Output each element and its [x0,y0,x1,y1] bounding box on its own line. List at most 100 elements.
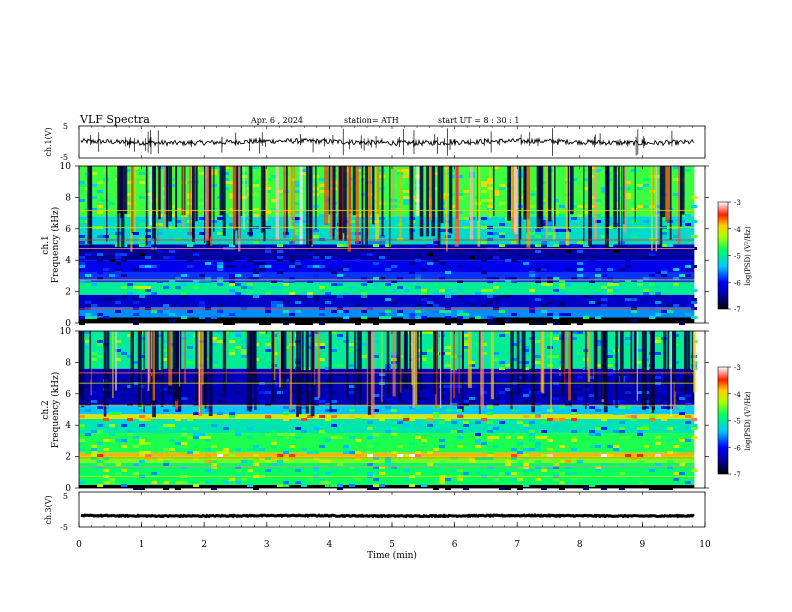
ch1-spectrogram-sferic [445,166,448,245]
ch2-spectrogram-sferic [198,331,202,416]
ch2-spectrogram-sferic [370,331,375,417]
time-axis-label: Time (min) [367,550,417,561]
ch1-spectrogram-sferic [613,166,617,229]
ch2-colorbar-label: log(PSD) (V²/Hz) [744,391,752,450]
ch2-spectrogram-sferic [512,331,514,380]
ch1-spectrogram-sferic [260,166,265,233]
ch1-spectrogram-sferic [232,166,237,230]
ch2-spectrogram-sferic [568,331,571,401]
ch2-spectrogram-colorbar-tick--3: -3 [734,364,741,372]
ch2-spectrogram-sferic [439,331,442,408]
ch1-spectrogram-sferic [117,166,120,249]
ch1-spectrogram-sferic [152,166,156,239]
ch1-spectrogram-ytick-label-4: 4 [65,256,71,266]
ch1-spectrogram-sferic [569,166,574,215]
ch2-spectrogram-ytick-label-6: 6 [65,390,71,400]
ch1-spectrogram-sferic [315,166,317,231]
ch2-spectrogram-sferic [79,331,82,396]
ch2-spectrogram-sferic [650,331,654,407]
ch1-spectrogram-sferic [145,166,148,246]
ch1-spectrogram-sferic [364,166,368,245]
time-tick-label-5: 5 [389,540,395,550]
ch1-spectrogram-sferic [329,166,333,237]
ch2-spectrogram-sferic [152,331,156,401]
ch2-spectrogram-ytick-label-8: 8 [65,358,71,368]
ch1-spectrogram-sferic [368,166,371,238]
ch2-colorbar-ticks: -3 -4 -5 -6 -7 [728,364,741,479]
ch2-spectrogram-sferic [178,331,181,387]
date-label: Apr. 6 , 2024 [250,116,303,125]
ch2-frequency-label: Frequency (kHz) [50,372,61,449]
ch1-spectrogram-sferic [454,166,459,247]
ch1-spectrogram-sferic [347,166,352,252]
ch1-spectrogram-sferic [593,166,597,241]
ch2-spectrogram-sferic [600,331,605,400]
ch1-spectrogram-sferic [588,166,592,246]
ch2-spectrogram-panel: 0 2 4 6 8 10 ch.2 Frequency (kHz) [41,327,709,494]
ch1-spectrogram-colorbar-tick--3: -3 [734,199,741,207]
ch1-spectrogram-sferic [545,166,548,239]
ch1-spectrogram-sferic [219,166,224,216]
ch1-spectrogram-sferic [375,166,380,242]
ch2-spectrogram-sferic [222,331,227,397]
ch1-spectrogram-sferic [288,166,292,228]
ch1-spectrogram-sferic [419,166,424,237]
ch1-spectrogram-sferic [678,166,681,245]
ch1-spectrogram-sferic [355,166,359,244]
ch1-spectrogram-ytick-label-2: 2 [65,288,71,298]
ch1-spectrogram-sferic [605,166,609,234]
ch2-spectrogram-sferic [531,331,535,413]
ch1-spectrogram-ytick-label-10: 10 [60,162,72,172]
ch1-spectrogram-sferic [344,166,347,242]
ch2-spectrogram-sferic [292,331,294,393]
ch3-ytick-bottom: -5 [60,523,68,532]
ch1-spectrogram-sferic [306,166,309,247]
ch1-colorbar: -3 -4 -5 -6 -7 log(PSD) (V²/Hz) [717,199,752,314]
ch1-spectrogram-sferic [332,166,335,241]
ch2-spectrogram-sferic [450,331,452,406]
ch3-waveform-frame [78,491,706,528]
ch2-spectrogram-sferic [195,331,198,402]
ch2-spectrogram-sferic [143,331,145,413]
ch2-spectrogram-sferic [147,331,150,391]
ch1-spectrogram-sferic [669,166,672,241]
ch1-frequency-label: Frequency (kHz) [50,207,61,284]
ch2-spectrogram-sferic [89,331,91,380]
ch2-spectrogram-sferic [175,331,180,400]
ch2-spectrogram-sferic [462,331,464,412]
ch2-spectrogram-ytick-label-0: 0 [65,484,71,494]
ch1-spectrogram-sferic [334,166,336,230]
time-tick-label-3: 3 [264,540,270,550]
ch2-spectrogram-sferic [282,331,287,389]
ch1-spectrogram-sferic [240,166,243,216]
ch1-colorbar-label: log(PSD) (V²/Hz) [744,226,752,285]
ch1-spectrogram-sferic [399,166,402,242]
time-tick-label-6: 6 [452,540,458,550]
ch2-spectrogram-ytick-label-4: 4 [65,421,71,431]
ch2-spectrogram-sferic [414,331,418,405]
ch2-spectrogram-sferic [103,331,107,417]
ch1-spectrogram-sferic [429,166,433,221]
ch2-spectrogram-sferic [201,331,203,408]
ch1-spectrogram-sferic [175,166,178,228]
ch1-spectrogram-sferic [149,166,152,226]
ch2-spectrogram-sferic [396,331,399,382]
ch2-spectrogram-sferic [674,331,677,392]
ch2-spectrogram-sferic [683,331,688,395]
ch1-waveform-frame [78,125,706,159]
ch2-spectrogram-sferic [305,331,309,414]
ch2-spectrogram-sferic [541,331,545,394]
ch1-spectrogram-sferic [243,166,245,230]
ch1-spectrogram-sferic [205,166,209,241]
ch1-ytick-top: 5 [63,122,68,131]
ch2-spectrogram-sferic [172,331,176,407]
ch1-spectrogram-sferic [182,166,185,229]
ch1-ytick-bottom: -5 [60,153,68,162]
ch1-spectrogram-sferic [426,166,429,237]
ch2-spectrogram-sferic [184,331,187,384]
ch1-spectrogram-sferic [536,166,540,230]
ch2-spectrogram-sferic [246,331,251,411]
ch2-spectrogram-sferic [467,331,472,388]
ch2-spectrogram-sferic [663,331,667,383]
